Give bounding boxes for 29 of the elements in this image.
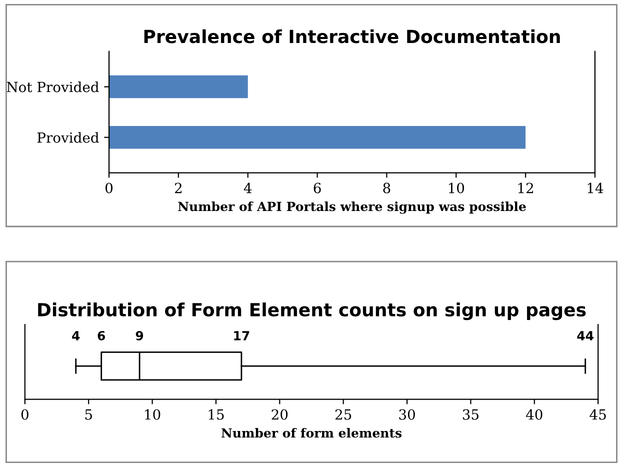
x-tick-label: 15: [208, 409, 224, 420]
annotation: 4: [72, 331, 80, 340]
x-tick-label: 0: [106, 182, 113, 194]
x-tick-label: 35: [462, 409, 478, 420]
x-tick-label: 5: [85, 409, 92, 420]
annotation: 9: [136, 330, 144, 340]
x-tick-label: 25: [335, 409, 352, 420]
x-tick-label: 8: [383, 182, 390, 194]
x-tick-label: 40: [526, 409, 542, 420]
x-axis-title: Number of form elements: [222, 428, 402, 438]
x-tick-label: 4: [244, 182, 252, 194]
annotation: 6: [98, 330, 106, 340]
annotation: 17: [234, 331, 250, 340]
x-tick-label: 20: [272, 409, 288, 420]
x-tick-label: 30: [399, 409, 415, 420]
x-tick-label: 10: [145, 409, 160, 420]
y-tick-label: Provided: [37, 132, 99, 143]
chart-title: Distribution of Form Element counts on sign up pages: [38, 302, 586, 320]
x-tick-label: 6: [314, 182, 321, 194]
x-tick-label: 45: [590, 409, 606, 420]
x-tick-label: 10: [448, 182, 464, 194]
annotation: 44: [577, 331, 594, 340]
x-axis-title: Number of API Portals where signup was possible: [178, 202, 526, 214]
x-tick-label: 12: [518, 182, 534, 194]
x-tick-label: 2: [174, 182, 182, 194]
y-tick-label: Not Provided: [6, 82, 99, 92]
x-tick-label: 0: [21, 409, 28, 420]
x-tick-label: 14: [588, 182, 604, 194]
chart-title: Prevalence of Interactive Documentation: [144, 29, 560, 44]
